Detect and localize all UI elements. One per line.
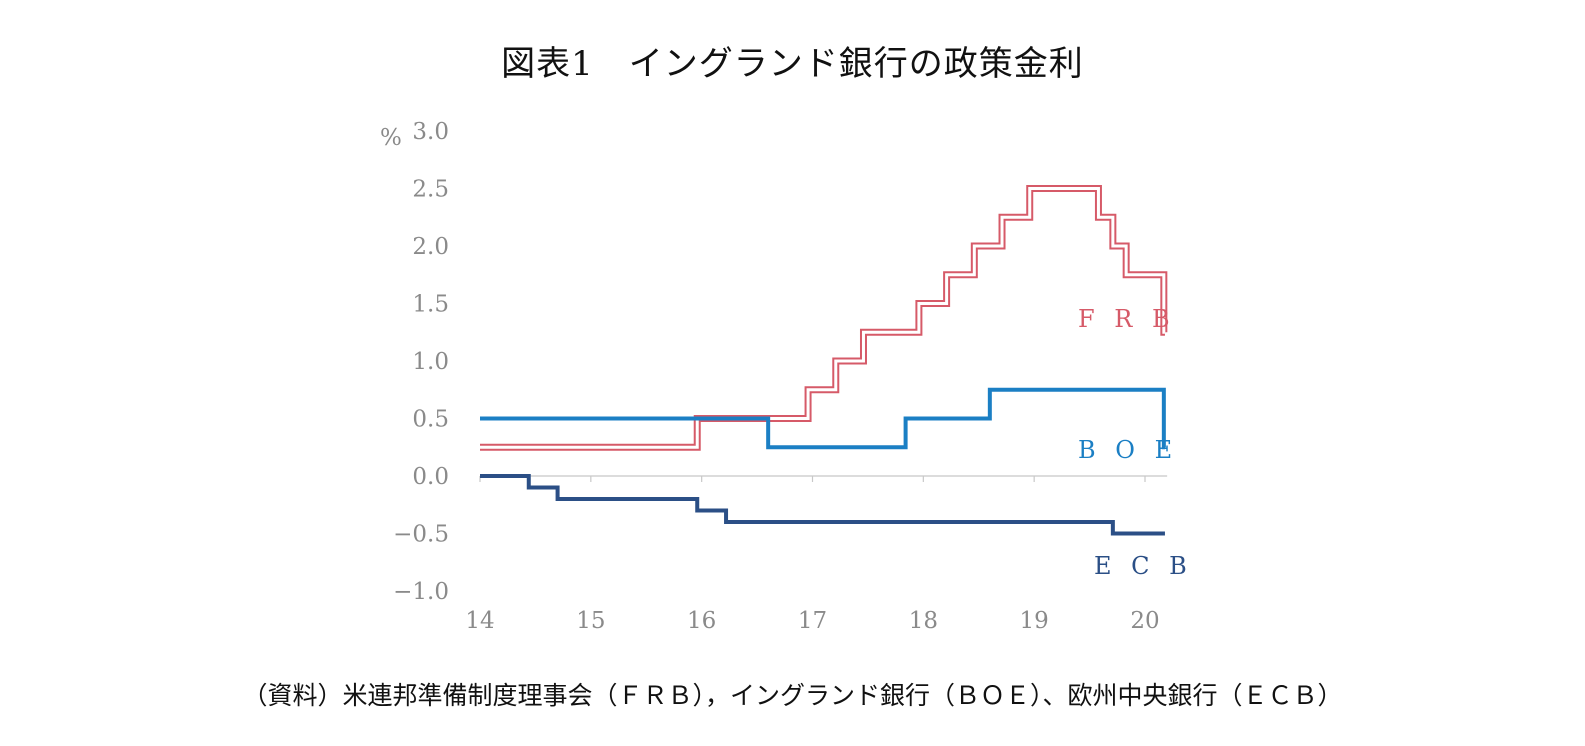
x-tick-label: 20 [1130, 608, 1159, 634]
ecb-series-label: E C B [1094, 552, 1193, 580]
y-tick-label: 0.5 [412, 407, 449, 433]
chart-plot-area: % 3.02.52.01.51.00.50.0−0.5−1.0 14 15 16 17 1… [380, 119, 1193, 634]
source-note: （資料）米連邦準備制度理事会（ＦＲＢ），イングランド銀行（ＢＯＥ）、欧州中央銀行… [242, 681, 1343, 710]
x-tick-label: 19 [1020, 608, 1049, 634]
frb-series-label: F R B [1078, 305, 1176, 333]
x-tick-label: 15 [576, 608, 605, 634]
frb-series-line-outer [480, 185, 1168, 451]
y-tick-label: 0.0 [412, 464, 449, 490]
series-lines [480, 185, 1168, 536]
y-tick-label: 3.0 [412, 119, 449, 145]
y-tick-label: −1.0 [393, 579, 449, 605]
ecb-series-line [480, 474, 1165, 536]
x-tick-label: 14 [465, 608, 494, 634]
x-axis: 14 15 16 17 18 19 20 [465, 475, 1168, 634]
y-tick-label: 1.0 [412, 349, 449, 375]
y-tick-label: −0.5 [393, 522, 449, 548]
x-tick-label: 16 [687, 608, 716, 634]
boe-series-label: B O E [1078, 436, 1178, 464]
frb-series-line-inner [480, 187, 1166, 449]
boe-series-line [480, 387, 1166, 450]
y-tick-label: 1.5 [412, 292, 449, 318]
y-axis-unit: % [380, 125, 402, 151]
y-tick-label: 2.0 [412, 234, 449, 260]
x-tick-label: 17 [798, 608, 827, 634]
x-tick-label: 18 [909, 608, 938, 634]
y-tick-label: 2.5 [412, 177, 449, 203]
y-axis: % 3.0 2.5 2.0 1.5 1.0 0.5 0.0 −0.5 −1.0 [380, 119, 449, 605]
series-labels: F R B B O E E C B [1078, 305, 1193, 580]
chart-title: 図表1 イングランド銀行の政策金利 [501, 44, 1084, 84]
